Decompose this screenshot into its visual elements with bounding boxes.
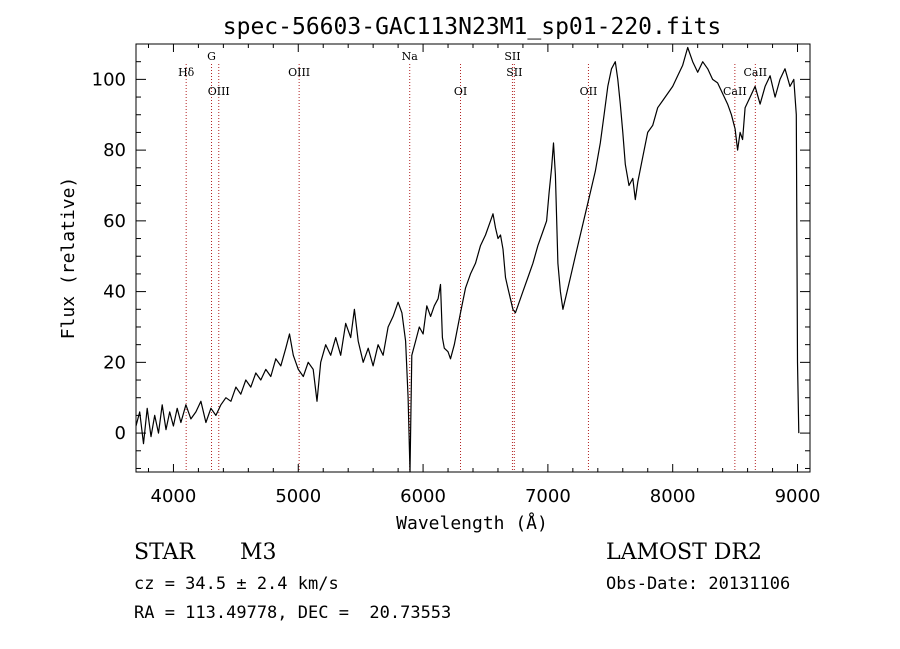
plot-frame	[135, 43, 811, 473]
line-marker-label: CaII	[723, 85, 747, 98]
y-tick-label: 20	[103, 352, 126, 373]
survey-name: LAMOST DR2	[606, 540, 762, 565]
line-marker-label: G	[207, 50, 216, 63]
axis-ticks: 4000 5000 6000 7000 8000 9000 0 20 40 60 80 100	[92, 43, 821, 507]
x-tick-label: 4000	[151, 486, 197, 507]
object-class: STAR	[134, 540, 195, 565]
emission-line-markers: Hδ G OIII OIII Na OI SII SII OII CaII CaII	[178, 50, 767, 472]
obs-date: Obs-Date: 20131106	[606, 574, 791, 594]
chart-title: spec-56603-GAC113N23M1_sp01-220.fits	[223, 14, 722, 40]
line-marker-label: OII	[580, 85, 598, 98]
line-marker-label: OIII	[288, 66, 310, 79]
ra-dec: RA = 113.49778, DEC = 20.73553	[134, 603, 452, 623]
x-tick-label: 5000	[275, 486, 321, 507]
line-marker-label: CaII	[743, 66, 767, 79]
object-subclass: M3	[240, 540, 277, 565]
y-tick-label: 80	[103, 140, 126, 161]
line-marker-label: SII	[504, 50, 520, 63]
line-marker-label: Na	[402, 50, 419, 63]
y-tick-label: 100	[92, 69, 126, 90]
series-group	[135, 46, 800, 473]
x-tick-label: 7000	[525, 486, 571, 507]
y-tick-label: 40	[103, 282, 126, 303]
y-tick-label: 60	[103, 211, 126, 232]
spectrum-line	[135, 46, 800, 473]
line-marker-label: OI	[454, 85, 467, 98]
y-axis-label: Flux (relative)	[58, 177, 79, 340]
line-marker-label: OIII	[208, 85, 230, 98]
x-tick-label: 9000	[775, 486, 821, 507]
y-tick-label: 0	[115, 423, 126, 444]
x-tick-label: 6000	[400, 486, 446, 507]
line-marker-label: SII	[506, 66, 522, 79]
redshift-cz: cz = 34.5 ± 2.4 km/s	[134, 574, 339, 594]
line-marker-label: Hδ	[178, 66, 195, 79]
x-tick-label: 8000	[650, 486, 696, 507]
x-axis-label: Wavelength (Å)	[396, 512, 548, 534]
